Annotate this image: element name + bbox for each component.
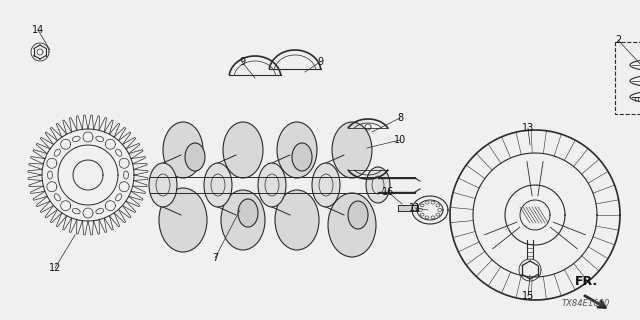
Ellipse shape [159, 188, 207, 252]
Ellipse shape [366, 167, 390, 203]
Text: 7: 7 [212, 253, 218, 263]
Ellipse shape [204, 163, 232, 207]
Text: 12: 12 [49, 263, 61, 273]
Text: 8: 8 [397, 113, 403, 123]
Text: 10: 10 [394, 135, 406, 145]
Text: 2: 2 [615, 35, 621, 45]
Ellipse shape [277, 122, 317, 178]
Bar [615, 42, 640, 114]
Ellipse shape [275, 190, 319, 250]
Ellipse shape [328, 193, 376, 257]
Text: 9: 9 [317, 57, 323, 67]
Ellipse shape [258, 163, 286, 207]
Ellipse shape [332, 122, 372, 178]
Ellipse shape [238, 199, 258, 227]
Ellipse shape [312, 163, 340, 207]
Ellipse shape [292, 143, 312, 171]
Ellipse shape [149, 163, 177, 207]
Text: 11: 11 [409, 203, 421, 213]
Text: 16: 16 [382, 187, 394, 197]
Text: 9: 9 [239, 57, 245, 67]
Ellipse shape [223, 122, 263, 178]
Ellipse shape [221, 190, 265, 250]
Ellipse shape [348, 201, 368, 229]
Text: 13: 13 [522, 123, 534, 133]
Text: FR.: FR. [575, 276, 598, 288]
Text: TX84E1600: TX84E1600 [562, 299, 610, 308]
Bar [398, 205, 418, 211]
Ellipse shape [185, 143, 205, 171]
Text: 14: 14 [32, 25, 44, 35]
Ellipse shape [163, 122, 203, 178]
Text: 15: 15 [522, 291, 534, 301]
